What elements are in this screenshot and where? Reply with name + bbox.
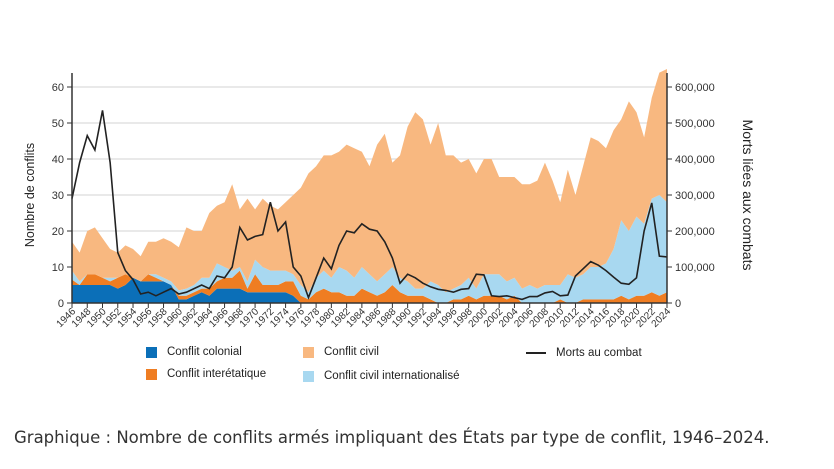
y-tick-label: 20: [52, 226, 64, 238]
legend-label: Conflit interétatique: [167, 368, 267, 380]
y2-tick-label: 100,000: [675, 262, 715, 274]
legend-swatch: [146, 346, 157, 358]
legend-deaths: Morts au combat: [526, 347, 642, 359]
y-tick-label: 30: [52, 190, 64, 202]
legend-line: [526, 352, 546, 354]
legend-intl-civil: Conflit civil internationalisé: [303, 370, 460, 382]
area-conflit-civil: [72, 69, 667, 293]
y2-axis-title: Morts liées aux combats: [740, 120, 756, 271]
y-axis-title: Nombre de conflits: [23, 143, 37, 247]
legend-swatch: [303, 346, 314, 358]
y2-tick-label: 300,000: [675, 190, 715, 202]
y-tick-label: 10: [52, 262, 64, 274]
y2-tick-label: 200,000: [675, 226, 715, 238]
y2-tick-label: 400,000: [675, 154, 715, 166]
legend-label: Morts au combat: [556, 347, 642, 359]
legend-interstate: Conflit interétatique: [146, 368, 266, 380]
legend-swatch: [146, 368, 157, 380]
legend-colonial: Conflit colonial: [146, 346, 242, 358]
chart-caption: Graphique : Nombre de conflits armés imp…: [14, 428, 770, 447]
area-conflit-civil-internationalisé: [72, 195, 667, 303]
y-tick-label: 60: [52, 82, 64, 94]
y-tick-label: 40: [52, 154, 64, 166]
line-deaths: [71, 110, 668, 301]
legend-label: Conflit civil: [324, 346, 379, 358]
area-conflit-interétatique: [72, 270, 667, 303]
legend-label: Conflit civil internationalisé: [324, 370, 460, 382]
legend-label: Conflit colonial: [167, 346, 242, 358]
y-tick-label: 0: [58, 298, 64, 310]
conflict-chart: 0 10 20 30 40 50 60 0 100,000 200,000 300,000 400,0…: [23, 69, 756, 330]
legend-civil: Conflit civil: [303, 346, 379, 358]
y2-tick-label: 600,000: [675, 82, 715, 94]
y-tick-label: 50: [52, 118, 64, 130]
area-conflit-colonial: [72, 277, 667, 303]
legend-swatch: [303, 370, 314, 382]
y2-tick-label: 500,000: [675, 118, 715, 130]
y2-tick-label: 0: [675, 298, 681, 310]
